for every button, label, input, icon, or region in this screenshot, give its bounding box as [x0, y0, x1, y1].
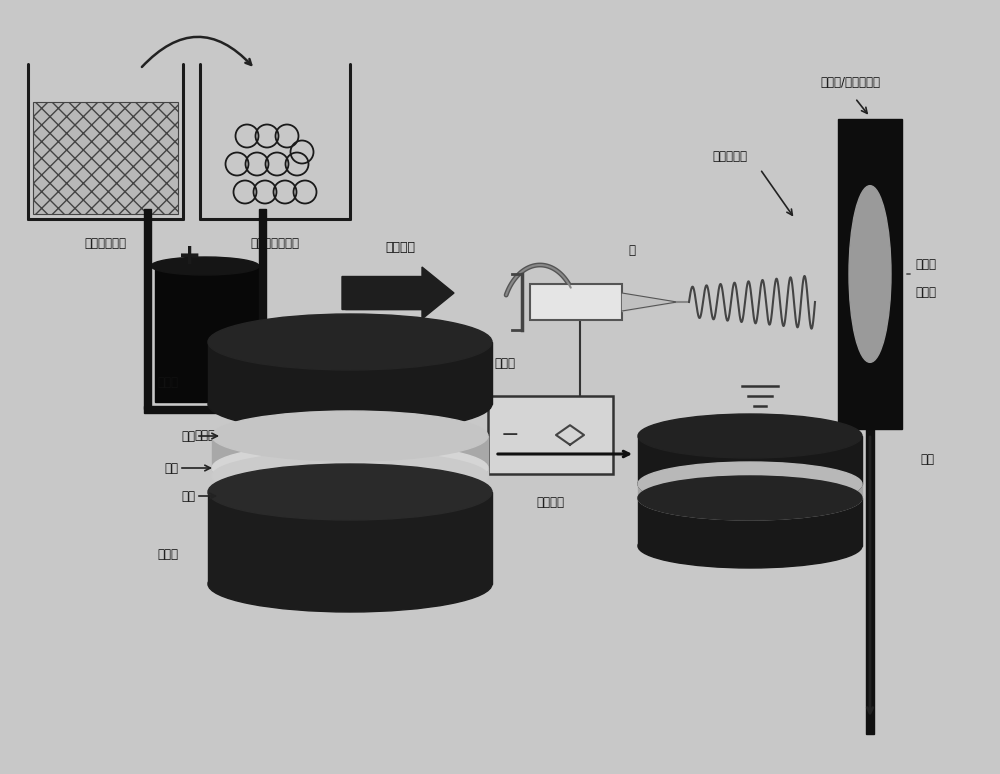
Text: 热轧: 热轧	[920, 453, 934, 465]
Bar	[259, 209, 266, 409]
Text: 隔膜: 隔膜	[164, 461, 178, 474]
Text: 纳米纤维束: 纳米纤维束	[712, 149, 748, 163]
FancyArrow shape	[342, 267, 454, 319]
Text: 聚偏氟: 聚偏氟	[915, 258, 936, 270]
Bar	[638, 436, 862, 484]
Bar	[345, 277, 423, 309]
Bar	[144, 209, 151, 409]
Ellipse shape	[208, 556, 492, 612]
Ellipse shape	[212, 443, 488, 493]
Ellipse shape	[638, 524, 862, 568]
Ellipse shape	[212, 451, 488, 501]
Bar	[638, 484, 862, 498]
Text: 聚偏氟乙烯粉末: 聚偏氟乙烯粉末	[250, 237, 300, 250]
Bar	[208, 342, 492, 404]
Text: 二甲基甲酰胺: 二甲基甲酰胺	[84, 237, 126, 250]
Text: 正极: 正极	[181, 489, 195, 502]
Bar	[866, 429, 874, 734]
Text: 针: 针	[628, 244, 636, 257]
Text: 高压电源: 高压电源	[536, 496, 564, 509]
Ellipse shape	[208, 464, 492, 520]
Ellipse shape	[638, 462, 862, 506]
Ellipse shape	[638, 476, 862, 520]
Text: 电池壳: 电池壳	[157, 547, 178, 560]
Text: 注射器: 注射器	[494, 357, 516, 370]
Ellipse shape	[849, 186, 891, 362]
Bar	[638, 498, 862, 546]
Text: 机械搅拌: 机械搅拌	[385, 241, 415, 254]
Text: 乙烯膜: 乙烯膜	[915, 286, 936, 299]
Bar	[154, 266, 262, 402]
Text: 负极: 负极	[181, 430, 195, 443]
Ellipse shape	[151, 257, 259, 275]
Ellipse shape	[208, 314, 492, 370]
Text: −: −	[501, 425, 519, 445]
Text: 聚氨酯/芳纶复合膜: 聚氨酯/芳纶复合膜	[820, 76, 880, 88]
Text: 电池壳: 电池壳	[157, 375, 178, 389]
Bar	[212, 468, 488, 476]
Ellipse shape	[638, 476, 862, 520]
Bar	[144, 406, 266, 413]
Text: 石墨烯: 石墨烯	[194, 429, 215, 442]
Bar	[838, 119, 902, 429]
Bar	[212, 436, 488, 468]
Bar	[32, 102, 178, 214]
Ellipse shape	[638, 462, 862, 506]
Ellipse shape	[212, 411, 488, 461]
Ellipse shape	[212, 443, 488, 493]
Bar	[530, 284, 622, 320]
Bar	[208, 492, 492, 584]
Ellipse shape	[208, 376, 492, 432]
Ellipse shape	[638, 414, 862, 458]
Bar	[488, 396, 613, 474]
Text: +: +	[178, 242, 202, 270]
